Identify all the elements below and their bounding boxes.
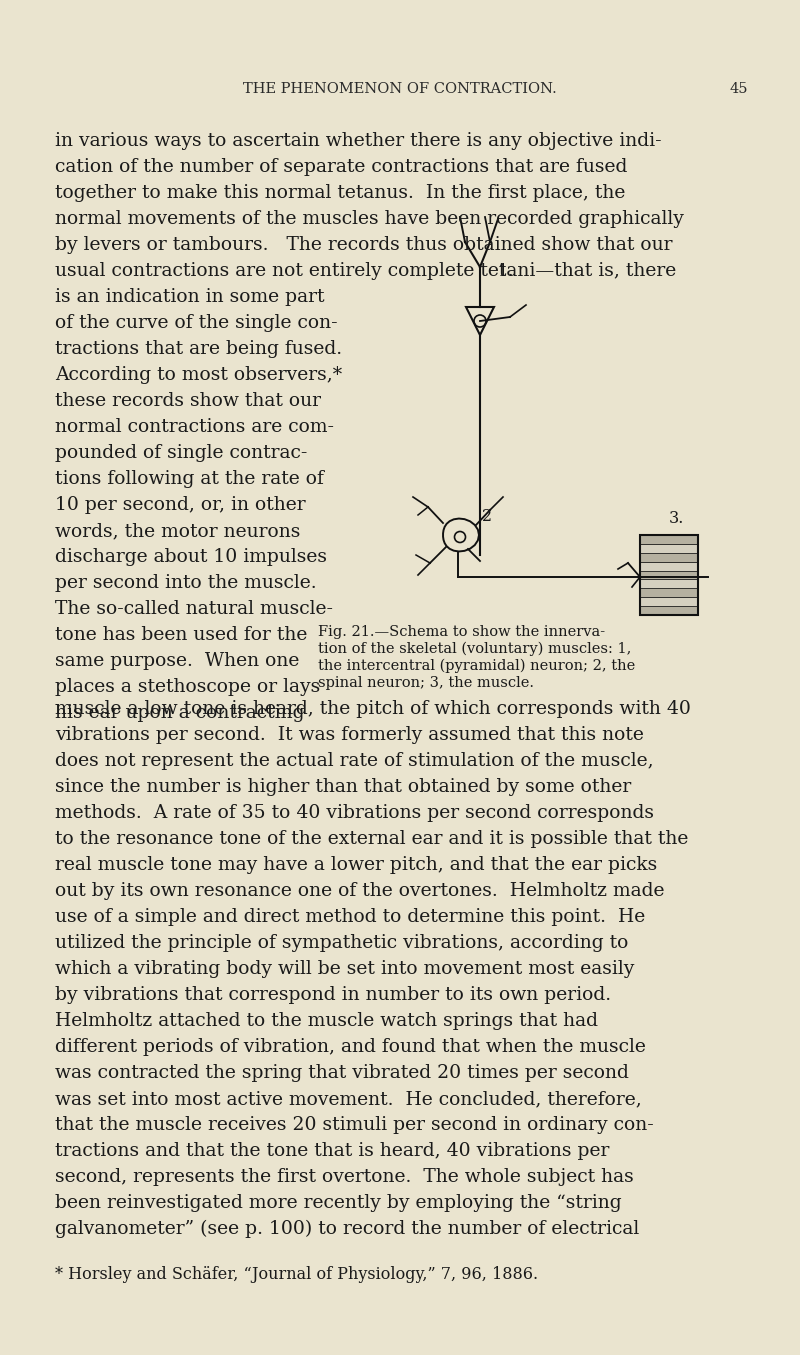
- Bar: [640, 535, 698, 543]
- Text: by vibrations that correspond in number to its own period.: by vibrations that correspond in number …: [55, 986, 611, 1004]
- Text: 45: 45: [730, 83, 748, 96]
- Text: that the muscle receives 20 stimuli per second in ordinary con-: that the muscle receives 20 stimuli per …: [55, 1117, 654, 1134]
- Text: of the curve of the single con-: of the curve of the single con-: [55, 314, 338, 332]
- Bar: [640, 543, 698, 553]
- Text: * Horsley and Schäfer, “Journal of Physiology,” 7, 96, 1886.: * Horsley and Schäfer, “Journal of Physi…: [55, 1266, 538, 1283]
- Text: According to most observers,*: According to most observers,*: [55, 366, 342, 383]
- Text: cation of the number of separate contractions that are fused: cation of the number of separate contrac…: [55, 159, 627, 176]
- Text: words, the motor neurons: words, the motor neurons: [55, 522, 300, 541]
- Text: pounded of single contrac-: pounded of single contrac-: [55, 444, 307, 462]
- Text: tion of the skeletal (voluntary) muscles: 1,: tion of the skeletal (voluntary) muscles…: [318, 642, 631, 656]
- Bar: [640, 606, 698, 615]
- Text: together to make this normal tetanus.  In the first place, the: together to make this normal tetanus. In…: [55, 184, 626, 202]
- Text: 10 per second, or, in other: 10 per second, or, in other: [55, 496, 306, 514]
- Text: 2: 2: [482, 508, 492, 524]
- Text: 3.: 3.: [669, 509, 684, 527]
- Text: was set into most active movement.  He concluded, therefore,: was set into most active movement. He co…: [55, 1089, 642, 1108]
- Text: tractions and that the tone that is heard, 40 vibrations per: tractions and that the tone that is hear…: [55, 1142, 610, 1160]
- Text: usual contractions are not entirely complete tetani—that is, there: usual contractions are not entirely comp…: [55, 262, 676, 280]
- Bar: [640, 535, 698, 615]
- Text: is an indication in some part: is an indication in some part: [55, 289, 325, 306]
- Text: was contracted the spring that vibrated 20 times per second: was contracted the spring that vibrated …: [55, 1064, 629, 1083]
- Text: to the resonance tone of the external ear and it is possible that the: to the resonance tone of the external ea…: [55, 831, 688, 848]
- Text: per second into the muscle.: per second into the muscle.: [55, 575, 317, 592]
- Text: in various ways to ascertain whether there is any objective indi-: in various ways to ascertain whether the…: [55, 131, 662, 150]
- Bar: [640, 570, 698, 580]
- Text: The so-called natural muscle-: The so-called natural muscle-: [55, 600, 333, 618]
- Text: different periods of vibration, and found that when the muscle: different periods of vibration, and foun…: [55, 1038, 646, 1056]
- Text: tions following at the rate of: tions following at the rate of: [55, 470, 324, 488]
- Text: second, represents the first overtone.  The whole subject has: second, represents the first overtone. T…: [55, 1168, 634, 1186]
- Text: spinal neuron; 3, the muscle.: spinal neuron; 3, the muscle.: [318, 676, 534, 690]
- Text: discharge about 10 impulses: discharge about 10 impulses: [55, 547, 327, 566]
- Bar: [640, 588, 698, 598]
- Text: Fig. 21.—Schema to show the innerva-: Fig. 21.—Schema to show the innerva-: [318, 625, 605, 640]
- Text: tractions that are being fused.: tractions that are being fused.: [55, 340, 342, 358]
- Text: methods.  A rate of 35 to 40 vibrations per second corresponds: methods. A rate of 35 to 40 vibrations p…: [55, 804, 654, 822]
- Bar: [640, 580, 698, 588]
- Text: places a stethoscope or lays: places a stethoscope or lays: [55, 678, 320, 696]
- Text: use of a simple and direct method to determine this point.  He: use of a simple and direct method to det…: [55, 908, 646, 925]
- Text: THE PHENOMENON OF CONTRACTION.: THE PHENOMENON OF CONTRACTION.: [243, 83, 557, 96]
- Text: normal movements of the muscles have been recorded graphically: normal movements of the muscles have bee…: [55, 210, 684, 228]
- Text: the intercentral (pyramidal) neuron; 2, the: the intercentral (pyramidal) neuron; 2, …: [318, 659, 635, 673]
- Text: these records show that our: these records show that our: [55, 392, 321, 411]
- Text: been reinvestigated more recently by employing the “string: been reinvestigated more recently by emp…: [55, 1194, 622, 1211]
- Text: which a vibrating body will be set into movement most easily: which a vibrating body will be set into …: [55, 959, 634, 978]
- Text: tone has been used for the: tone has been used for the: [55, 626, 307, 644]
- Text: same purpose.  When one: same purpose. When one: [55, 652, 299, 669]
- Text: muscle a low tone is heard, the pitch of which corresponds with 40: muscle a low tone is heard, the pitch of…: [55, 701, 691, 718]
- Text: real muscle tone may have a lower pitch, and that the ear picks: real muscle tone may have a lower pitch,…: [55, 856, 658, 874]
- Text: by levers or tambours.   The records thus obtained show that our: by levers or tambours. The records thus …: [55, 236, 673, 253]
- Text: out by its own resonance one of the overtones.  Helmholtz made: out by its own resonance one of the over…: [55, 882, 665, 900]
- Text: vibrations per second.  It was formerly assumed that this note: vibrations per second. It was formerly a…: [55, 726, 644, 744]
- Text: does not represent the actual rate of stimulation of the muscle,: does not represent the actual rate of st…: [55, 752, 654, 770]
- Text: Helmholtz attached to the muscle watch springs that had: Helmholtz attached to the muscle watch s…: [55, 1012, 598, 1030]
- Text: his ear upon a contracting: his ear upon a contracting: [55, 705, 305, 722]
- Text: utilized the principle of sympathetic vibrations, according to: utilized the principle of sympathetic vi…: [55, 934, 628, 953]
- Text: 1.: 1.: [498, 263, 514, 280]
- Text: since the number is higher than that obtained by some other: since the number is higher than that obt…: [55, 778, 631, 795]
- Text: normal contractions are com-: normal contractions are com-: [55, 417, 334, 436]
- Text: galvanometer” (see p. 100) to record the number of electrical: galvanometer” (see p. 100) to record the…: [55, 1220, 639, 1238]
- Bar: [640, 598, 698, 606]
- Bar: [640, 553, 698, 562]
- Bar: [640, 562, 698, 570]
